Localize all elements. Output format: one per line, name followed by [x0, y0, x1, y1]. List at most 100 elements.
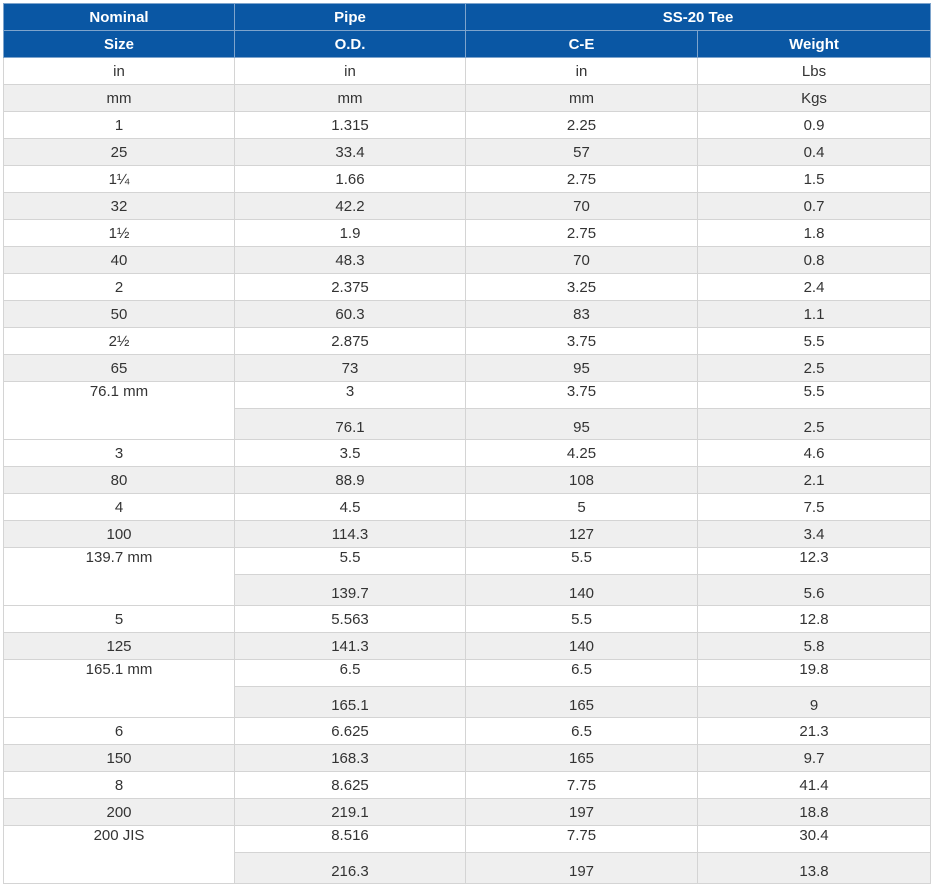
ce-cell: 7.75: [465, 825, 698, 853]
header-od: O.D.: [234, 30, 466, 58]
nominal-size-cell: 4: [3, 493, 235, 521]
od-cell: 8.625: [234, 771, 466, 799]
nominal-size-cell: 125: [3, 632, 235, 660]
ce-cell: 197: [465, 852, 698, 884]
table-row: 4 4.5 5 7.5: [3, 493, 931, 521]
weight-cell: 1.5: [697, 165, 931, 193]
weight-cell: 4.6: [697, 439, 931, 467]
od-cell: 5.5: [234, 547, 466, 575]
ce-cell: 140: [465, 632, 698, 660]
table-row: 2 2.375 3.25 2.4: [3, 273, 931, 301]
nominal-size-cell: 1: [3, 111, 235, 139]
weight-cell: 41.4: [697, 771, 931, 799]
units-row-mm: mm mm mm Kgs: [3, 84, 931, 112]
ce-cell: 2.75: [465, 219, 698, 247]
od-cell: 3: [234, 381, 466, 409]
nominal-size-cell: 2½: [3, 327, 235, 355]
od-cell: 6.5: [234, 659, 466, 687]
table-row: 139.7 mm 5.5 5.5 12.3: [3, 547, 931, 606]
table-row: 216.3 197 13.8: [4, 852, 931, 884]
table-row: 1 1.315 2.25 0.9: [3, 111, 931, 139]
ce-cell: 2.75: [465, 165, 698, 193]
table-row: 2½ 2.875 3.75 5.5: [3, 327, 931, 355]
nominal-size-cell: 50: [3, 300, 235, 328]
weight-cell: 1.8: [697, 219, 931, 247]
od-cell: 48.3: [234, 246, 466, 274]
unit-cell: mm: [3, 84, 235, 112]
weight-cell: 2.4: [697, 273, 931, 301]
od-cell: 139.7: [234, 574, 466, 606]
nominal-size-cell: 165.1 mm: [3, 659, 235, 718]
ce-cell: 3.75: [465, 381, 698, 409]
unit-cell: Lbs: [697, 57, 931, 85]
weight-cell: 9: [697, 686, 931, 718]
od-cell: 165.1: [234, 686, 466, 718]
od-cell: 33.4: [234, 138, 466, 166]
od-cell: 141.3: [234, 632, 466, 660]
weight-cell: 5.6: [697, 574, 931, 606]
weight-cell: 0.8: [697, 246, 931, 274]
od-cell: 6.625: [234, 717, 466, 745]
od-cell: 1.66: [234, 165, 466, 193]
ce-cell: 197: [465, 798, 698, 826]
weight-cell: 12.8: [697, 605, 931, 633]
table-row: 100 114.3 127 3.4: [3, 520, 931, 548]
table-row: 50 60.3 83 1.1: [3, 300, 931, 328]
table-row: 76.1 95 2.5: [4, 408, 931, 440]
ce-cell: 165: [465, 744, 698, 772]
weight-cell: 13.8: [697, 852, 931, 884]
unit-cell: Kgs: [697, 84, 931, 112]
weight-cell: 5.8: [697, 632, 931, 660]
nominal-size-cell: 40: [3, 246, 235, 274]
nominal-size-cell: 100: [3, 520, 235, 548]
nominal-size-cell: 80: [3, 466, 235, 494]
table-row: 32 42.2 70 0.7: [3, 192, 931, 220]
table-row: 200 JIS 8.516 7.75 30.4: [3, 825, 931, 884]
ce-cell: 95: [465, 408, 698, 440]
od-cell: 42.2: [234, 192, 466, 220]
od-cell: 3.5: [234, 439, 466, 467]
weight-cell: 0.4: [697, 138, 931, 166]
od-cell: 88.9: [234, 466, 466, 494]
ce-cell: 127: [465, 520, 698, 548]
od-cell: 2.875: [234, 327, 466, 355]
weight-cell: 3.4: [697, 520, 931, 548]
units-row-in: in in in Lbs: [3, 57, 931, 85]
od-cell: 1.9: [234, 219, 466, 247]
unit-cell: in: [3, 57, 235, 85]
od-cell: 76.1: [234, 408, 466, 440]
table-body: in in in Lbs mm mm mm Kgs 1 1.315 2.25 0.9 2…: [3, 57, 931, 884]
header-weight: Weight: [697, 30, 931, 58]
header-nominal: Nominal: [3, 3, 235, 31]
ce-cell: 2.25: [465, 111, 698, 139]
od-cell: 73: [234, 354, 466, 382]
od-cell: 8.516: [234, 825, 466, 853]
nominal-size-cell: 32: [3, 192, 235, 220]
ce-cell: 5.5: [465, 547, 698, 575]
weight-cell: 2.1: [697, 466, 931, 494]
ce-cell: 5: [465, 493, 698, 521]
table-row: 125 141.3 140 5.8: [3, 632, 931, 660]
weight-cell: 9.7: [697, 744, 931, 772]
od-cell: 2.375: [234, 273, 466, 301]
ce-cell: 5.5: [465, 605, 698, 633]
nominal-size-cell: 200: [3, 798, 235, 826]
ce-cell: 70: [465, 192, 698, 220]
weight-cell: 1.1: [697, 300, 931, 328]
nominal-size-cell: 76.1 mm: [3, 381, 235, 440]
ce-cell: 6.5: [465, 717, 698, 745]
tee-dimensions-table: Nominal Pipe SS-20 Tee Size O.D. C-E Wei…: [3, 3, 931, 884]
unit-cell: in: [465, 57, 698, 85]
ce-cell: 70: [465, 246, 698, 274]
nominal-size-cell: 2: [3, 273, 235, 301]
table-row: 40 48.3 70 0.8: [3, 246, 931, 274]
weight-cell: 19.8: [697, 659, 931, 687]
weight-cell: 5.5: [697, 381, 931, 409]
table-row: 65 73 95 2.5: [3, 354, 931, 382]
od-cell: 219.1: [234, 798, 466, 826]
unit-cell: mm: [465, 84, 698, 112]
weight-cell: 30.4: [697, 825, 931, 853]
nominal-size-cell: 65: [3, 354, 235, 382]
od-cell: 4.5: [234, 493, 466, 521]
ce-cell: 4.25: [465, 439, 698, 467]
